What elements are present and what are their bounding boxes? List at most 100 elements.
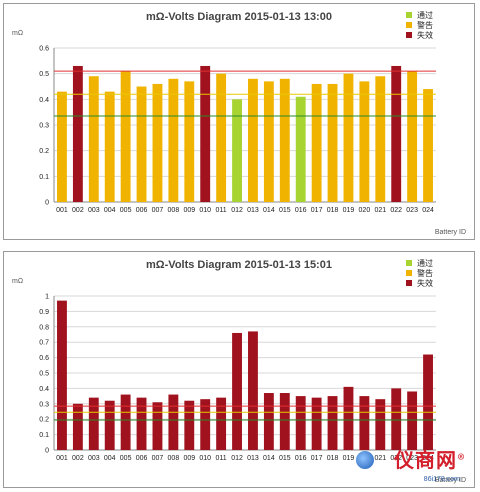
x-axis-label: Battery ID (435, 477, 466, 484)
bar (295, 396, 306, 450)
x-tick-label: 005 (120, 455, 132, 462)
x-tick-label: 013 (247, 455, 259, 462)
x-tick-label: 012 (231, 207, 243, 214)
y-tick-label: 0.2 (39, 148, 49, 155)
bar (168, 78, 179, 202)
chart-title: mΩ-Volts Diagram 2015-01-13 15:01 (146, 259, 332, 271)
x-tick-label: 020 (359, 207, 371, 214)
bar (88, 76, 99, 202)
x-tick-label: 018 (327, 455, 339, 462)
x-tick-label: 012 (231, 455, 243, 462)
bar (263, 393, 274, 450)
y-tick-label: 0.6 (39, 355, 49, 362)
bar (232, 332, 242, 450)
legend-label: 警告 (417, 268, 433, 278)
bar (136, 397, 147, 450)
bar (279, 393, 290, 450)
x-tick-label: 024 (422, 455, 434, 462)
y-tick-label: 0.5 (39, 371, 49, 378)
bar (216, 73, 227, 203)
x-tick-label: 006 (136, 207, 148, 214)
x-tick-label: 008 (168, 207, 180, 214)
x-tick-label: 023 (406, 455, 418, 462)
chart-panel-2: mΩ-Volts Diagram 2015-01-13 15:01 mΩ 0 0.1 0… (3, 251, 475, 488)
bar (152, 83, 163, 202)
bar (423, 89, 433, 202)
bar (343, 73, 354, 203)
x-tick-label: 008 (168, 455, 180, 462)
x-tick-label: 009 (183, 455, 195, 462)
x-tick-label: 001 (56, 207, 68, 214)
x-tick-label: 014 (263, 207, 275, 214)
y-tick-label: 0.4 (39, 386, 49, 393)
bar (184, 81, 195, 202)
bar (72, 65, 83, 202)
legend-label: 通过 (417, 258, 433, 268)
legend-swatch (406, 270, 412, 276)
x-tick-label: 023 (406, 207, 418, 214)
x-tick-label: 004 (104, 455, 116, 462)
y-tick-label: 0.5 (39, 71, 49, 78)
bar (120, 394, 131, 450)
bar (232, 99, 242, 202)
bar (295, 96, 306, 202)
x-tick-label: 021 (374, 455, 386, 462)
bar (391, 388, 402, 450)
y-tick-label: 0.6 (39, 46, 49, 53)
bar (391, 65, 402, 202)
x-tick-label: 022 (390, 455, 402, 462)
x-tick-label: 003 (88, 455, 100, 462)
x-tick-label: 014 (263, 455, 275, 462)
y-tick-label: 0 (45, 448, 49, 455)
bar (327, 83, 338, 202)
legend-label: 失效 (417, 278, 433, 288)
x-tick-label: 019 (343, 207, 355, 214)
y-tick-label: 0.7 (39, 340, 49, 347)
bar (248, 78, 258, 202)
bar (311, 83, 322, 202)
x-axis-label: Battery ID (435, 229, 466, 236)
bar (343, 386, 354, 450)
bar (136, 86, 147, 202)
bar (311, 397, 322, 450)
bar (72, 403, 83, 450)
y-tick-label: 0 (45, 200, 49, 207)
x-tick-label: 003 (88, 207, 100, 214)
watermark-brand: 仪商网® (394, 448, 466, 472)
bar (168, 394, 179, 450)
x-tick-label: 009 (183, 207, 195, 214)
watermark-globe-icon (356, 451, 374, 469)
y-tick-label: 0.2 (39, 417, 49, 424)
y-tick-label: 1 (45, 294, 49, 301)
watermark-site: 86i178.com (423, 476, 460, 483)
bar (104, 400, 115, 450)
bar (152, 402, 163, 450)
x-tick-label: 005 (120, 207, 132, 214)
x-tick-label: 017 (311, 207, 323, 214)
legend-swatch (406, 280, 412, 286)
chart-title: mΩ-Volts Diagram 2015-01-13 13:00 (146, 11, 332, 23)
y-axis-label: mΩ (12, 278, 23, 285)
x-tick-label: 010 (199, 207, 211, 214)
bar (407, 391, 418, 450)
y-tick-label: 0.3 (39, 123, 49, 130)
chart-panel-1: mΩ-Volts Diagram 2015-01-13 13:00 mΩ 0 0.1 0… (3, 3, 475, 240)
x-tick-label: 016 (295, 207, 307, 214)
bar (88, 397, 99, 450)
bar (359, 81, 370, 202)
x-tick-label: 007 (152, 207, 164, 214)
x-tick-label: 017 (311, 455, 323, 462)
legend-label: 失效 (417, 30, 433, 40)
bar (184, 400, 195, 450)
chart-1: mΩ-Volts Diagram 2015-01-13 13:00 mΩ 0 0.1 0… (12, 10, 466, 236)
bar (120, 71, 131, 202)
bar (57, 300, 67, 450)
y-tick-label: 0.1 (39, 432, 49, 439)
bar (279, 78, 290, 202)
bar (407, 71, 418, 202)
y-axis-label: mΩ (12, 30, 23, 37)
x-tick-label: 001 (56, 455, 68, 462)
x-tick-label: 006 (136, 455, 148, 462)
x-tick-label: 024 (422, 207, 434, 214)
x-tick-label: 018 (327, 207, 339, 214)
